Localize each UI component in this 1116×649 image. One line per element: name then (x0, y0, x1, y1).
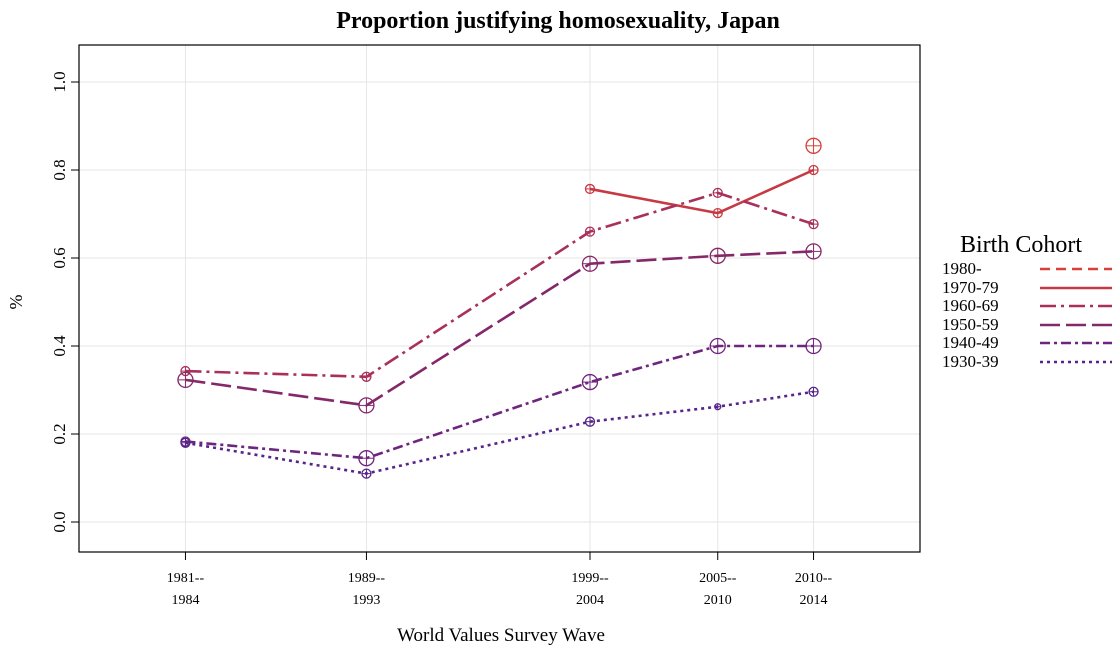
y-axis: 0.0 0.2 0.4 0.6 0.8 1.0 (50, 71, 79, 533)
data-point (361, 468, 372, 479)
legend-label: 1950-59 (942, 314, 999, 334)
data-point (712, 187, 723, 199)
x-tick-label-line1: 1999-- (571, 571, 609, 586)
chart-title: Proportion justifying homosexuality, Jap… (336, 8, 780, 34)
x-tick-label-line1: 1981-- (167, 571, 205, 586)
data-point (805, 137, 822, 154)
data-point (805, 243, 822, 260)
y-tick-label: 0.4 (50, 335, 69, 357)
data-point (361, 371, 372, 382)
series-line (185, 191, 814, 379)
grid-lines (79, 45, 920, 552)
legend-entry: 1940-49 (938, 334, 1116, 353)
plot-frame (78, 44, 921, 553)
legend-entry: 1960-69 (938, 297, 1116, 316)
series-1950-59 (177, 243, 822, 414)
data-point (808, 164, 819, 176)
series-1960-69 (180, 187, 819, 382)
legend-label: 1960-69 (942, 296, 999, 315)
legend-entry: 1980- (938, 260, 1116, 279)
legend-swatch (1040, 323, 1112, 326)
legend-swatch (1040, 360, 1112, 363)
x-axis: 1981-- 1984 1989-- 1993 1999-- 2004 2005-- 2010… (167, 552, 833, 608)
series-line (185, 344, 814, 460)
y-tick-label: 0.0 (50, 511, 69, 532)
legend-entry: 1970-79 (938, 277, 1116, 298)
series-1970-79 (584, 164, 819, 219)
x-tick-label-line2: 2010 (704, 593, 732, 608)
legend-swatch (1040, 267, 1112, 271)
data-point (709, 247, 726, 264)
series-1940-49 (180, 337, 822, 467)
data-point (808, 218, 819, 230)
data-point (808, 386, 819, 397)
legend-label: 1930-39 (942, 351, 999, 371)
legend: Birth Cohort 1980- 1970-79 1960-69 1950-59 1… (938, 230, 1116, 371)
data-point (358, 397, 375, 414)
series-line (589, 168, 815, 215)
legend-label: 1940-49 (942, 333, 999, 352)
y-tick-label: 1.0 (50, 71, 69, 92)
x-axis-label: World Values Survey Wave (397, 625, 605, 646)
x-tick-label-line1: 1989-- (348, 571, 386, 586)
data-point (581, 255, 599, 272)
data-point (805, 337, 822, 355)
legend-entry: 1930-39 (938, 351, 1116, 372)
y-tick-label: 0.2 (50, 423, 69, 444)
data-point (180, 437, 191, 448)
legend-swatch (1040, 286, 1112, 289)
x-tick-label-line2: 1984 (171, 593, 199, 608)
legend-swatch (1040, 304, 1112, 308)
y-tick-label: 0.8 (50, 159, 69, 180)
data-point (709, 337, 726, 355)
data-point (714, 403, 722, 411)
data-point (584, 183, 596, 195)
data-point (712, 207, 723, 219)
legend-title: Birth Cohort (960, 232, 1083, 258)
legend-label: 1970-79 (942, 277, 999, 297)
data-point (581, 373, 599, 391)
legend-swatch (1040, 341, 1112, 345)
y-axis-label: % (6, 295, 26, 310)
x-tick-label-line1: 2010-- (795, 571, 833, 586)
legend-label: 1980- (942, 259, 982, 278)
series-line (185, 250, 814, 407)
data-point (584, 416, 596, 427)
data-point (358, 450, 375, 467)
x-tick-label-line1: 2005-- (699, 571, 737, 586)
x-tick-label-line2: 2004 (576, 593, 604, 608)
series-layer (177, 137, 822, 479)
x-tick-label-line2: 1993 (352, 593, 380, 608)
series-1930-39 (180, 386, 819, 479)
legend-entries: 1980- 1970-79 1960-69 1950-59 1940-49 1930-39 (938, 260, 1116, 371)
legend-entry: 1950-59 (938, 314, 1116, 335)
y-tick-label: 0.6 (50, 247, 69, 268)
data-point (584, 226, 596, 237)
data-point (177, 371, 194, 389)
series-1980- (805, 137, 822, 154)
x-tick-label-line2: 2014 (800, 593, 828, 608)
